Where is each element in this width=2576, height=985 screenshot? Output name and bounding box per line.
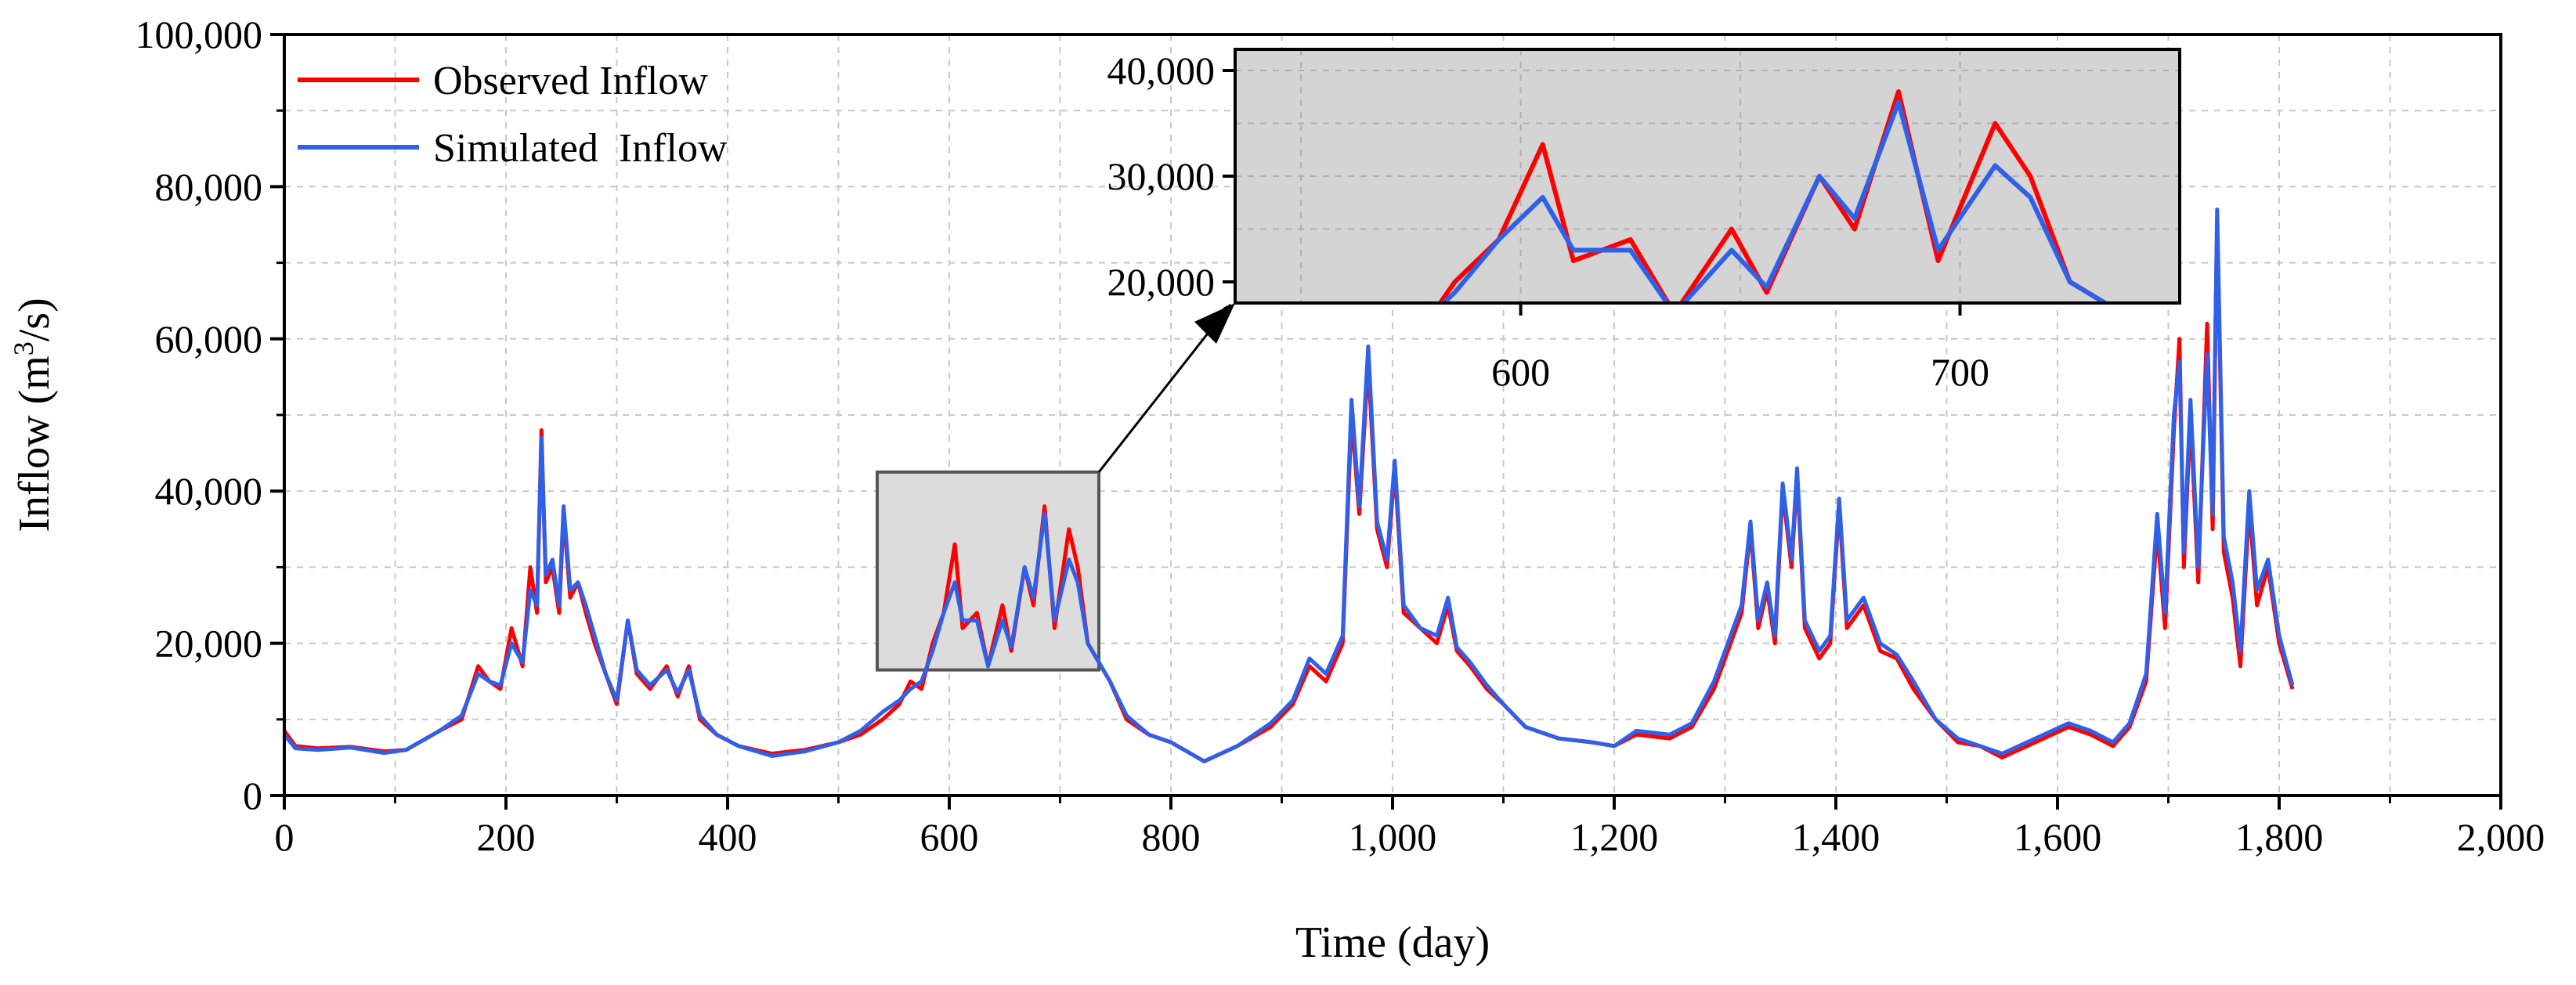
y-axis-title-superscript: 3 <box>8 341 39 355</box>
y-tick-label: 0 <box>243 774 262 817</box>
main-series-group <box>282 207 2295 763</box>
x-tick-label: 1,600 <box>2014 815 2102 859</box>
x-tick-label: 1,800 <box>2235 815 2324 859</box>
y-tick-label: 60,000 <box>155 317 263 361</box>
legend: Observed Inflow Simulated Inflow <box>298 59 728 171</box>
zoom-inset: 20,000 30,000 40,000 600 700 <box>1107 48 2181 394</box>
inset-grid <box>1235 49 2180 303</box>
x-tick-label: 1,000 <box>1349 815 1437 859</box>
inset-y-tick-label: 40,000 <box>1107 49 1216 92</box>
zoom-connector-arrow <box>1097 303 1235 473</box>
x-tick-label: 200 <box>477 815 536 859</box>
x-tick-label: 1,400 <box>1792 815 1881 859</box>
x-tick-label: 400 <box>699 815 757 859</box>
inset-y-tick-label: 20,000 <box>1107 260 1216 304</box>
x-tick-label: 1,200 <box>1570 815 1659 859</box>
series-line-simulated <box>283 207 2295 763</box>
connector-arrowhead <box>1194 303 1235 344</box>
legend-label-observed: Observed Inflow <box>433 59 708 103</box>
y-tick-label: 40,000 <box>155 469 263 513</box>
y-tick-label: 100,000 <box>135 13 263 56</box>
y-axis-title-main: Inflow (m <box>10 355 59 532</box>
inset-x-tick-label: 600 <box>1491 350 1550 394</box>
x-tick-label: 600 <box>920 815 979 859</box>
y-tick-label: 20,000 <box>155 622 263 666</box>
x-tick-label: 0 <box>275 815 294 859</box>
main-ticks: 0 200 400 600 800 1,000 1,200 1,400 1,600 1,800 2,… <box>135 13 2545 859</box>
inset-y-tick-label: 30,000 <box>1107 154 1216 198</box>
x-axis-title: Time (day) <box>1295 918 1490 967</box>
inset-x-tick-label: 700 <box>1931 350 1989 394</box>
y-axis-title: Inflow (m3/s) <box>8 298 59 532</box>
series-line-observed <box>282 215 2295 763</box>
legend-label-simulated: Simulated Inflow <box>433 126 728 171</box>
x-tick-label: 2,000 <box>2457 815 2545 859</box>
y-axis-title-tail: /s) <box>10 298 59 341</box>
x-tick-label: 800 <box>1142 815 1201 859</box>
y-tick-label: 80,000 <box>155 164 263 208</box>
inset-ticks: 20,000 30,000 40,000 600 700 <box>1107 49 1990 394</box>
